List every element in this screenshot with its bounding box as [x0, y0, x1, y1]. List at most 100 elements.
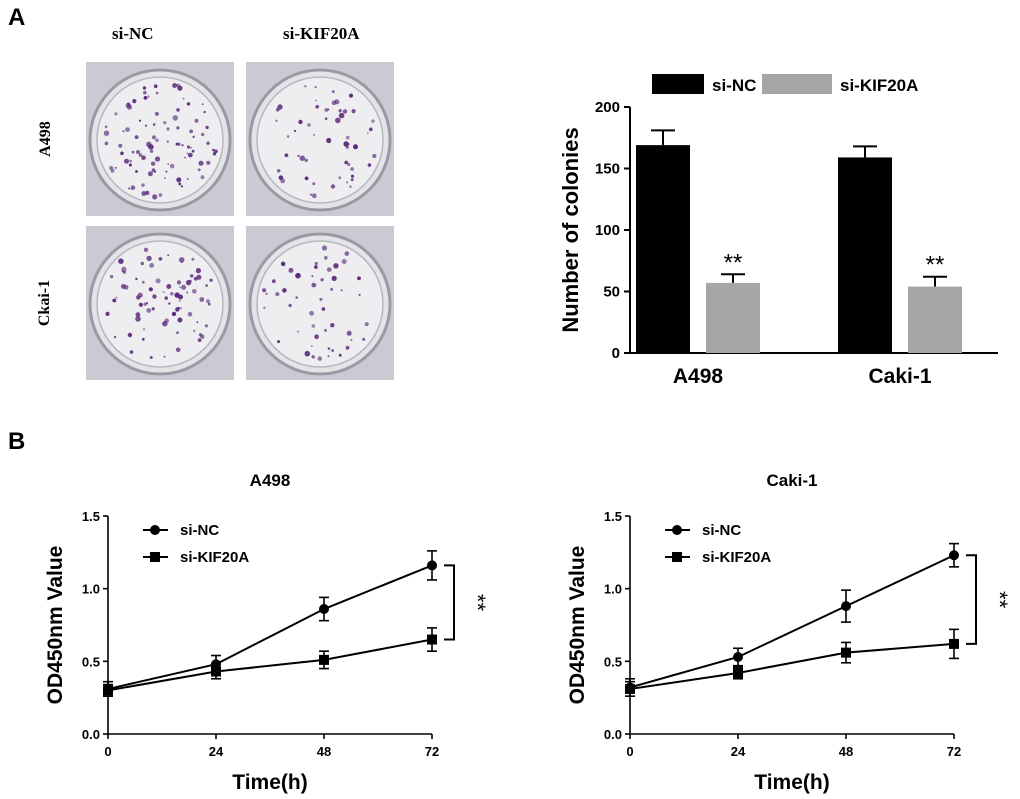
colony-dot [177, 317, 183, 323]
colony-dot [186, 145, 191, 149]
photo-row-label-caki1: Ckai-1 [36, 279, 53, 327]
colony-plate-caki1-si-kif20a [246, 226, 394, 380]
colony-dot [263, 306, 266, 309]
dish-inner [96, 76, 224, 204]
y-tick-label: 0.5 [604, 654, 622, 669]
colony-dot [340, 289, 343, 292]
y-tick-label: 0.0 [604, 727, 622, 742]
colony-dot [191, 149, 195, 153]
colony-dot [295, 296, 298, 299]
y-tick-label: 200 [595, 99, 620, 116]
colony-dot [330, 184, 336, 189]
colony-dot [141, 337, 145, 341]
colony-dot [187, 152, 193, 158]
photo-column-label-si-nc: si-NC [112, 24, 154, 43]
colony-dot [152, 135, 156, 140]
colony-dot [314, 334, 319, 339]
colony-dot [324, 256, 328, 260]
colony-dot [327, 355, 330, 358]
colony-dot [179, 286, 181, 289]
colony-dot [311, 345, 313, 347]
y-tick-label: 1.0 [604, 582, 622, 597]
legend-label: si-NC [180, 522, 219, 539]
colony-dot [166, 127, 170, 131]
data-point [733, 651, 743, 662]
colony-dot [207, 302, 211, 306]
colony-dot [141, 280, 145, 284]
colony-dot [135, 312, 141, 317]
significance-bracket [444, 564, 455, 641]
colony-dot [312, 182, 316, 186]
colony-dot [282, 288, 287, 293]
colony-dot [136, 150, 140, 154]
colony-dot [146, 255, 152, 262]
colony-dot [345, 145, 349, 149]
colony-dot [129, 350, 134, 354]
colony-dot [196, 274, 202, 280]
colony-dot [125, 127, 130, 132]
colony-dot [205, 125, 209, 130]
colony-dot [167, 254, 170, 257]
colony-plate-a498-si-nc [86, 62, 234, 216]
x-tick-label: 0 [104, 744, 111, 759]
data-point [949, 550, 959, 561]
colony-dot [135, 170, 138, 173]
colony-dot [151, 307, 155, 311]
colony-dot [320, 278, 324, 282]
colony-dot [189, 129, 193, 134]
y-tick-label: 150 [595, 161, 620, 178]
colony-dot [311, 193, 317, 199]
colony-dot [186, 152, 189, 155]
colony-dot [315, 104, 320, 109]
colony-dot [152, 294, 157, 299]
colony-dot [124, 158, 129, 164]
colony-dot [181, 144, 184, 147]
colony-dot [347, 142, 350, 146]
colony-dot [327, 108, 330, 111]
colony-dot [112, 298, 117, 303]
colony-dot [104, 125, 108, 129]
colony-dot [158, 257, 163, 261]
colony-dot [164, 318, 169, 324]
colony-dot [333, 263, 339, 269]
colony-dot [331, 349, 334, 352]
colony-dot [344, 160, 349, 165]
colony-dot [330, 287, 334, 291]
colony-dot [297, 154, 300, 158]
y-tick-label: 0.5 [82, 654, 100, 669]
panel-label-b: B [8, 428, 26, 455]
chart-title: A498 [250, 471, 291, 490]
bar-si-nc [636, 145, 690, 353]
colony-dot [277, 340, 281, 344]
colony-dot [176, 108, 180, 112]
colony-dot [295, 272, 301, 279]
colony-dot [346, 181, 349, 184]
y-axis-title: OD450nm Value [44, 546, 67, 705]
colony-dot [114, 336, 117, 339]
data-point [211, 666, 221, 677]
colony-dot [172, 83, 177, 88]
colony-dot [151, 168, 156, 173]
colony-dot [321, 245, 328, 251]
series-line-si-nc [629, 554, 955, 689]
colony-dot [127, 332, 133, 338]
colony-dot [281, 262, 286, 267]
colony-dot [358, 293, 361, 296]
colony-dot [204, 324, 208, 328]
data-point [319, 654, 329, 665]
colony-dot [298, 119, 303, 125]
colony-dot [130, 185, 136, 190]
colony-dot [275, 119, 278, 122]
colony-dot [319, 297, 323, 301]
colony-dot [362, 337, 366, 341]
y-tick-label: 1.5 [82, 509, 100, 524]
colony-dot [187, 312, 193, 317]
colony-dot [176, 126, 180, 130]
colony-dot [212, 148, 215, 152]
colony-dot [342, 109, 348, 114]
data-point [103, 685, 113, 696]
data-point [625, 683, 635, 694]
legend-swatch [652, 74, 704, 94]
x-tick-label: 0 [626, 744, 633, 759]
y-tick-label: 50 [603, 284, 620, 301]
